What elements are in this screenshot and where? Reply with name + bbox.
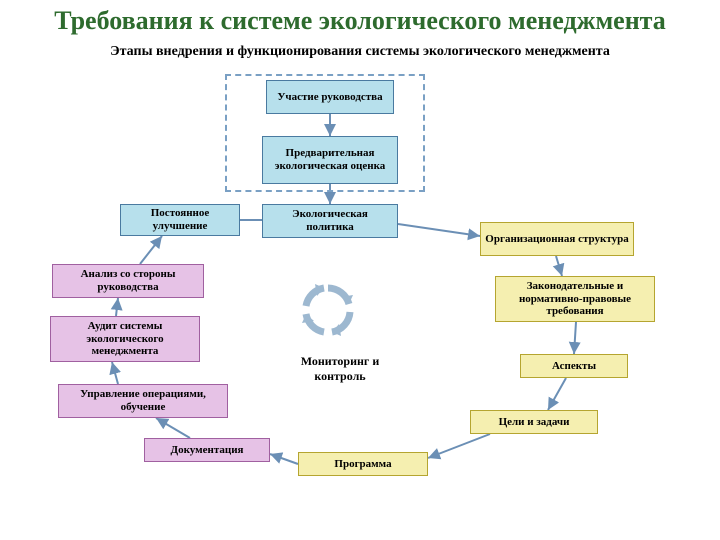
node-label: Программа: [334, 458, 391, 471]
node-label: Аспекты: [552, 360, 596, 373]
subtitle: Этапы внедрения и функционирования систе…: [0, 44, 720, 60]
node-n10: Управление операциями, обучение: [58, 384, 228, 418]
node-n12: Документация: [144, 438, 270, 462]
node-n7: Законодательные и нормативно-правовые тр…: [495, 276, 655, 322]
node-label: Законодательные и нормативно-правовые тр…: [500, 280, 650, 318]
node-n9: Аспекты: [520, 354, 628, 378]
node-label: Цели и задачи: [499, 416, 570, 429]
node-n6: Анализ со стороны руководства: [52, 264, 204, 298]
node-n1: Участие руководства: [266, 80, 394, 114]
node-label: Участие руководства: [277, 91, 382, 104]
node-n3: Экологическая политика: [262, 204, 398, 238]
node-n2: Предварительная экологическая оценка: [262, 136, 398, 184]
node-n8: Аудит системы экологического менеджмента: [50, 316, 200, 362]
node-n13: Программа: [298, 452, 428, 476]
center-label: Мониторинг и контроль: [280, 354, 400, 384]
page-title: Требования к системе экологического мене…: [0, 0, 720, 36]
node-label: Организационная структура: [485, 233, 628, 246]
node-n11: Цели и задачи: [470, 410, 598, 434]
node-n5: Организационная структура: [480, 222, 634, 256]
node-label: Постоянное улучшение: [125, 207, 235, 232]
node-label: Анализ со стороны руководства: [57, 268, 199, 293]
node-label: Документация: [171, 444, 244, 457]
node-label: Предварительная экологическая оценка: [267, 147, 393, 172]
node-label: Управление операциями, обучение: [63, 388, 223, 413]
cycle-arrows-icon: [300, 282, 356, 343]
node-n4: Постоянное улучшение: [120, 204, 240, 236]
node-label: Экологическая политика: [267, 208, 393, 233]
diagram-canvas: Участие руководства Предварительная эколо…: [0, 64, 720, 519]
node-label: Аудит системы экологического менеджмента: [55, 320, 195, 358]
